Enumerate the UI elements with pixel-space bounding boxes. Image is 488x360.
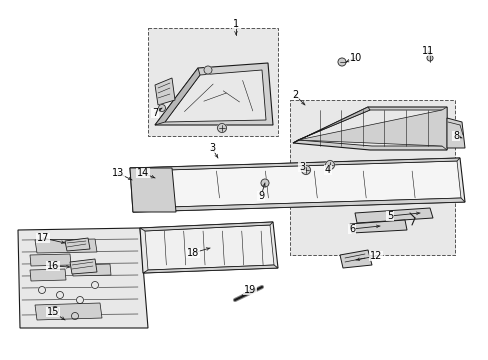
- Circle shape: [217, 123, 226, 132]
- Text: 14: 14: [137, 168, 149, 178]
- Text: 17: 17: [37, 233, 49, 243]
- Text: 18: 18: [186, 248, 199, 258]
- Text: 13: 13: [112, 168, 124, 178]
- Polygon shape: [35, 239, 97, 253]
- Circle shape: [71, 312, 79, 320]
- Text: 10: 10: [349, 53, 362, 63]
- Circle shape: [76, 297, 83, 303]
- Polygon shape: [142, 265, 278, 273]
- Circle shape: [203, 66, 212, 74]
- Polygon shape: [133, 198, 464, 212]
- Text: 1: 1: [232, 19, 239, 29]
- Text: 15: 15: [47, 307, 59, 317]
- Polygon shape: [446, 118, 464, 148]
- Polygon shape: [155, 68, 200, 125]
- Polygon shape: [155, 78, 175, 105]
- Text: 16: 16: [47, 261, 59, 271]
- Text: 3: 3: [298, 162, 305, 172]
- Polygon shape: [349, 220, 406, 233]
- FancyBboxPatch shape: [148, 28, 278, 136]
- Polygon shape: [30, 254, 71, 266]
- Circle shape: [91, 282, 98, 288]
- Polygon shape: [145, 225, 273, 270]
- Polygon shape: [30, 269, 66, 281]
- Polygon shape: [18, 228, 148, 328]
- Text: 11: 11: [421, 46, 433, 56]
- Polygon shape: [292, 107, 369, 143]
- Polygon shape: [72, 264, 111, 276]
- Text: 8: 8: [452, 131, 458, 141]
- Polygon shape: [297, 107, 446, 150]
- Text: 3: 3: [208, 143, 215, 153]
- Polygon shape: [140, 222, 272, 231]
- Text: 12: 12: [369, 251, 382, 261]
- Circle shape: [325, 161, 334, 170]
- Text: 19: 19: [244, 285, 256, 295]
- Polygon shape: [70, 259, 97, 274]
- Text: 4: 4: [324, 165, 330, 175]
- Text: 5: 5: [386, 211, 392, 221]
- Text: 9: 9: [257, 191, 264, 201]
- Circle shape: [51, 306, 59, 314]
- Text: 6: 6: [348, 224, 354, 234]
- Circle shape: [57, 292, 63, 298]
- Polygon shape: [339, 250, 371, 268]
- Text: 7: 7: [152, 108, 158, 118]
- Circle shape: [261, 179, 268, 187]
- Polygon shape: [130, 158, 464, 212]
- Polygon shape: [140, 222, 278, 273]
- Circle shape: [158, 104, 165, 112]
- Circle shape: [426, 55, 432, 61]
- Polygon shape: [297, 110, 441, 146]
- Polygon shape: [292, 107, 446, 150]
- Polygon shape: [354, 208, 432, 223]
- Polygon shape: [164, 70, 265, 122]
- FancyBboxPatch shape: [289, 100, 454, 255]
- Polygon shape: [35, 303, 102, 320]
- Circle shape: [337, 58, 346, 66]
- Polygon shape: [130, 158, 459, 171]
- Circle shape: [301, 166, 310, 175]
- Circle shape: [39, 287, 45, 293]
- Polygon shape: [130, 168, 176, 212]
- Polygon shape: [135, 161, 460, 208]
- Polygon shape: [65, 238, 90, 251]
- Text: 2: 2: [291, 90, 298, 100]
- Polygon shape: [155, 63, 272, 125]
